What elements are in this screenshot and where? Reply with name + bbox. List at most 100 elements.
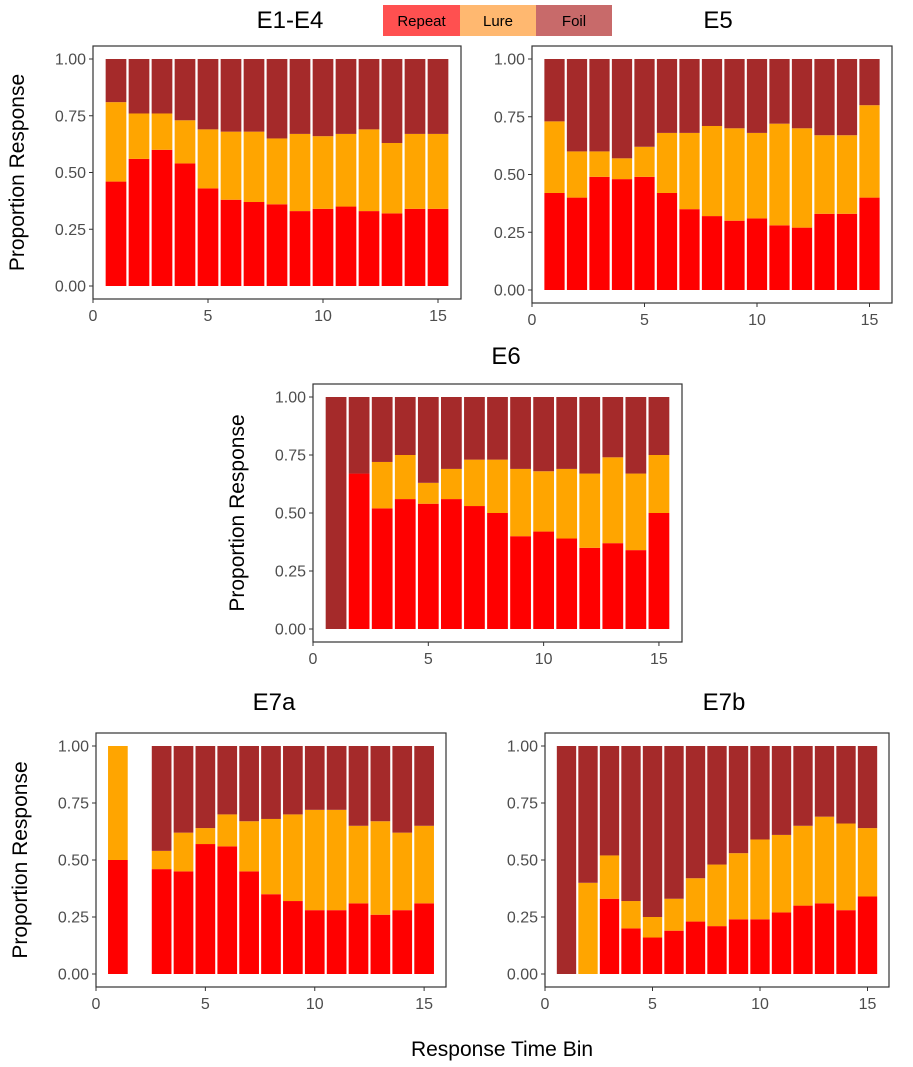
bar-repeat-bin-14 bbox=[392, 910, 413, 974]
y-axis-label: Proportion Response bbox=[226, 414, 249, 611]
bar-lure-bin-11 bbox=[335, 133, 357, 207]
bar-repeat-bin-5 bbox=[197, 188, 219, 286]
bar-lure-bin-6 bbox=[656, 132, 678, 193]
bar-foil-bin-8 bbox=[707, 746, 727, 865]
bar-repeat-bin-11 bbox=[556, 538, 578, 629]
bar-foil-bin-3 bbox=[599, 746, 620, 856]
bar-repeat-bin-13 bbox=[602, 543, 624, 629]
legend-key-repeat bbox=[383, 5, 460, 36]
bar-foil-bin-13 bbox=[814, 59, 835, 136]
bar-foil-bin-9 bbox=[724, 59, 745, 129]
bar-foil-bin-1 bbox=[325, 397, 347, 629]
bar-lure-bin-9 bbox=[724, 128, 745, 221]
x-tick-label: 15 bbox=[861, 312, 879, 329]
bar-repeat-bin-9 bbox=[289, 211, 311, 286]
bar-repeat-bin-12 bbox=[348, 903, 369, 974]
bar-repeat-bin-11 bbox=[326, 910, 347, 974]
bar-lure-bin-15 bbox=[648, 455, 670, 513]
bar-repeat-bin-10 bbox=[750, 919, 770, 974]
legend-label-lure: Lure bbox=[483, 13, 513, 30]
bar-foil-bin-12 bbox=[791, 59, 813, 129]
bar-lure-bin-6 bbox=[217, 814, 238, 847]
bar-lure-bin-9 bbox=[283, 814, 303, 902]
panel-e6: E6 0.00 0.25 0.50 0.75 1.00 0 5 10 15 Proportion R… bbox=[226, 343, 683, 668]
bar-repeat-bin-13 bbox=[381, 213, 403, 286]
bar-lure-bin-12 bbox=[579, 473, 601, 548]
bar-repeat-bin-8 bbox=[707, 926, 727, 974]
bar-foil-bin-7 bbox=[239, 746, 259, 822]
bar-foil-bin-5 bbox=[197, 59, 219, 130]
bar-lure-bin-14 bbox=[404, 133, 426, 209]
bar-lure-bin-13 bbox=[381, 142, 403, 214]
bar-lure-bin-5 bbox=[417, 482, 439, 504]
panel-title: E7b bbox=[703, 689, 746, 716]
bar-foil-bin-2 bbox=[566, 59, 588, 152]
bar-lure-bin-5 bbox=[642, 917, 663, 938]
y-tick-label: 1.00 bbox=[494, 52, 525, 69]
y-tick-label: 0.00 bbox=[275, 622, 306, 639]
bar-repeat-bin-4 bbox=[621, 928, 641, 974]
y-tick-label: 0.00 bbox=[58, 967, 89, 984]
bar-repeat-bin-3 bbox=[589, 176, 610, 290]
y-tick-label: 0.25 bbox=[55, 222, 86, 239]
y-tick-label: 0.25 bbox=[58, 910, 89, 927]
x-tick-label: 0 bbox=[541, 996, 550, 1013]
bar-repeat-bin-6 bbox=[217, 846, 238, 974]
bar-foil-bin-14 bbox=[836, 59, 858, 136]
bar-repeat-bin-15 bbox=[648, 513, 670, 629]
bar-lure-bin-2 bbox=[566, 151, 588, 198]
panel-title: E5 bbox=[703, 7, 732, 34]
x-tick-label: 5 bbox=[201, 996, 210, 1013]
bar-lure-bin-4 bbox=[394, 455, 416, 500]
bar-foil-bin-2 bbox=[578, 746, 598, 883]
bar-repeat-bin-4 bbox=[173, 871, 194, 974]
bar-repeat-bin-7 bbox=[679, 209, 700, 290]
bar-repeat-bin-15 bbox=[427, 208, 449, 286]
bar-lure-bin-2 bbox=[128, 113, 150, 159]
y-tick-label: 0.00 bbox=[494, 283, 525, 300]
bar-foil-bin-6 bbox=[220, 59, 242, 132]
bar-foil-bin-7 bbox=[243, 59, 265, 132]
bar-foil-bin-3 bbox=[151, 746, 172, 851]
y-tick-label: 1.00 bbox=[58, 739, 89, 756]
bar-foil-bin-6 bbox=[217, 746, 238, 815]
bar-lure-bin-15 bbox=[859, 105, 880, 198]
bar-repeat-bin-5 bbox=[195, 844, 216, 974]
bar-foil-bin-15 bbox=[648, 397, 670, 455]
bar-foil-bin-8 bbox=[266, 59, 288, 139]
x-tick-label: 10 bbox=[748, 312, 766, 329]
bar-repeat-bin-15 bbox=[859, 197, 880, 290]
bar-repeat-bin-2 bbox=[128, 158, 150, 286]
bar-lure-bin-6 bbox=[220, 131, 242, 200]
panel-e5: E5 0.00 0.25 0.50 0.75 1.00 0 5 10 15 bbox=[494, 7, 893, 329]
bar-lure-bin-3 bbox=[151, 113, 173, 150]
x-tick-label: 15 bbox=[859, 996, 877, 1013]
bar-lure-bin-1 bbox=[544, 121, 565, 193]
x-tick-label: 10 bbox=[751, 996, 769, 1013]
bar-foil-bin-4 bbox=[174, 59, 196, 121]
bar-repeat-bin-7 bbox=[464, 506, 485, 629]
bar-lure-bin-4 bbox=[174, 120, 196, 164]
y-tick-label: 0.00 bbox=[507, 967, 538, 984]
bar-lure-bin-7 bbox=[464, 459, 485, 507]
x-tick-label: 5 bbox=[640, 312, 649, 329]
bar-lure-bin-8 bbox=[707, 864, 727, 927]
bar-lure-bin-14 bbox=[836, 135, 858, 214]
bar-foil-bin-9 bbox=[283, 746, 303, 815]
bar-lure-bin-9 bbox=[728, 853, 749, 920]
bar-lure-bin-3 bbox=[151, 850, 172, 870]
y-tick-label: 0.00 bbox=[55, 279, 86, 296]
bar-lure-bin-11 bbox=[769, 123, 790, 226]
bar-repeat-bin-11 bbox=[769, 225, 790, 290]
y-tick-label: 1.00 bbox=[55, 52, 86, 69]
bar-foil-bin-15 bbox=[427, 59, 449, 134]
bar-repeat-bin-7 bbox=[243, 202, 265, 286]
bar-lure-bin-12 bbox=[348, 825, 369, 904]
bar-repeat-bin-2 bbox=[348, 473, 370, 629]
bar-lure-bin-13 bbox=[814, 816, 835, 904]
bar-repeat-bin-12 bbox=[358, 211, 380, 286]
bar-repeat-bin-7 bbox=[239, 871, 259, 974]
bar-lure-bin-6 bbox=[664, 898, 684, 931]
x-tick-label: 5 bbox=[424, 651, 433, 668]
bar-lure-bin-9 bbox=[510, 468, 531, 537]
